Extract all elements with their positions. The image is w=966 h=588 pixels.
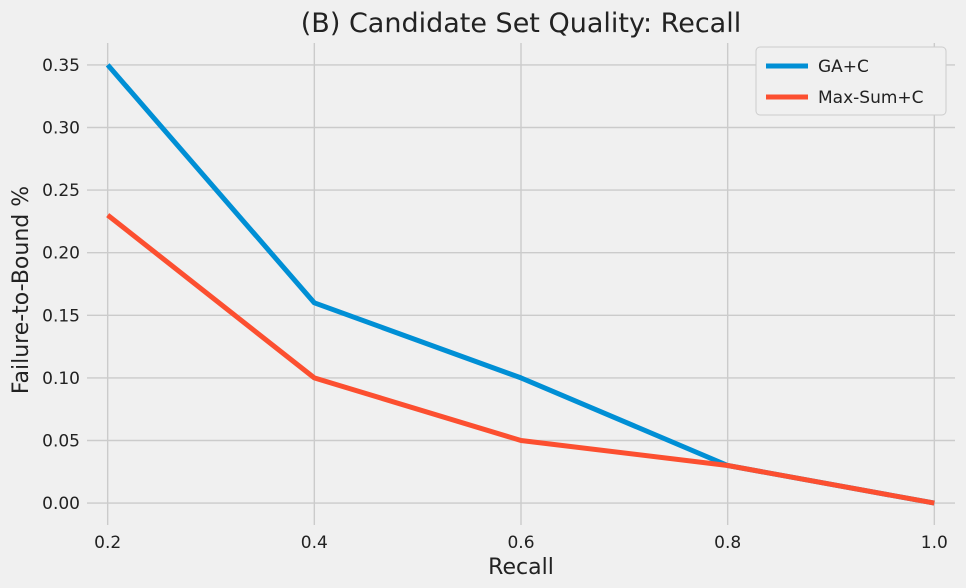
y-tick-label: 0.20 bbox=[42, 244, 80, 264]
x-tick-label: 0.6 bbox=[507, 533, 534, 553]
legend-label-max-sum-c: Max-Sum+C bbox=[818, 88, 924, 108]
x-tick-label: 1.0 bbox=[921, 533, 948, 553]
legend-label-ga-c: GA+C bbox=[818, 57, 869, 77]
y-tick-label: 0.25 bbox=[42, 181, 80, 201]
y-tick-label: 0.00 bbox=[42, 494, 80, 514]
chart-title: (B) Candidate Set Quality: Recall bbox=[301, 8, 741, 39]
y-tick-label: 0.35 bbox=[42, 56, 80, 76]
y-axis-label: Failure-to-Bound % bbox=[9, 186, 34, 394]
x-axis-label: Recall bbox=[488, 555, 554, 580]
y-tick-label: 0.10 bbox=[42, 369, 80, 389]
tick-labels: 0.2 0.4 0.6 0.8 1.0 0.00 0.05 0.10 0.15 0.20 0.25 0… bbox=[42, 56, 948, 553]
y-tick-label: 0.05 bbox=[42, 431, 80, 451]
series-line-max-sum-c bbox=[106, 213, 935, 506]
y-tick-label: 0.15 bbox=[42, 306, 80, 326]
y-tick-label: 0.30 bbox=[42, 119, 80, 139]
x-tick-label: 0.8 bbox=[714, 533, 741, 553]
series-lines bbox=[105, 63, 935, 506]
x-tick-label: 0.2 bbox=[94, 533, 121, 553]
legend: GA+C Max-Sum+C bbox=[755, 46, 947, 116]
x-tick-label: 0.4 bbox=[301, 533, 328, 553]
